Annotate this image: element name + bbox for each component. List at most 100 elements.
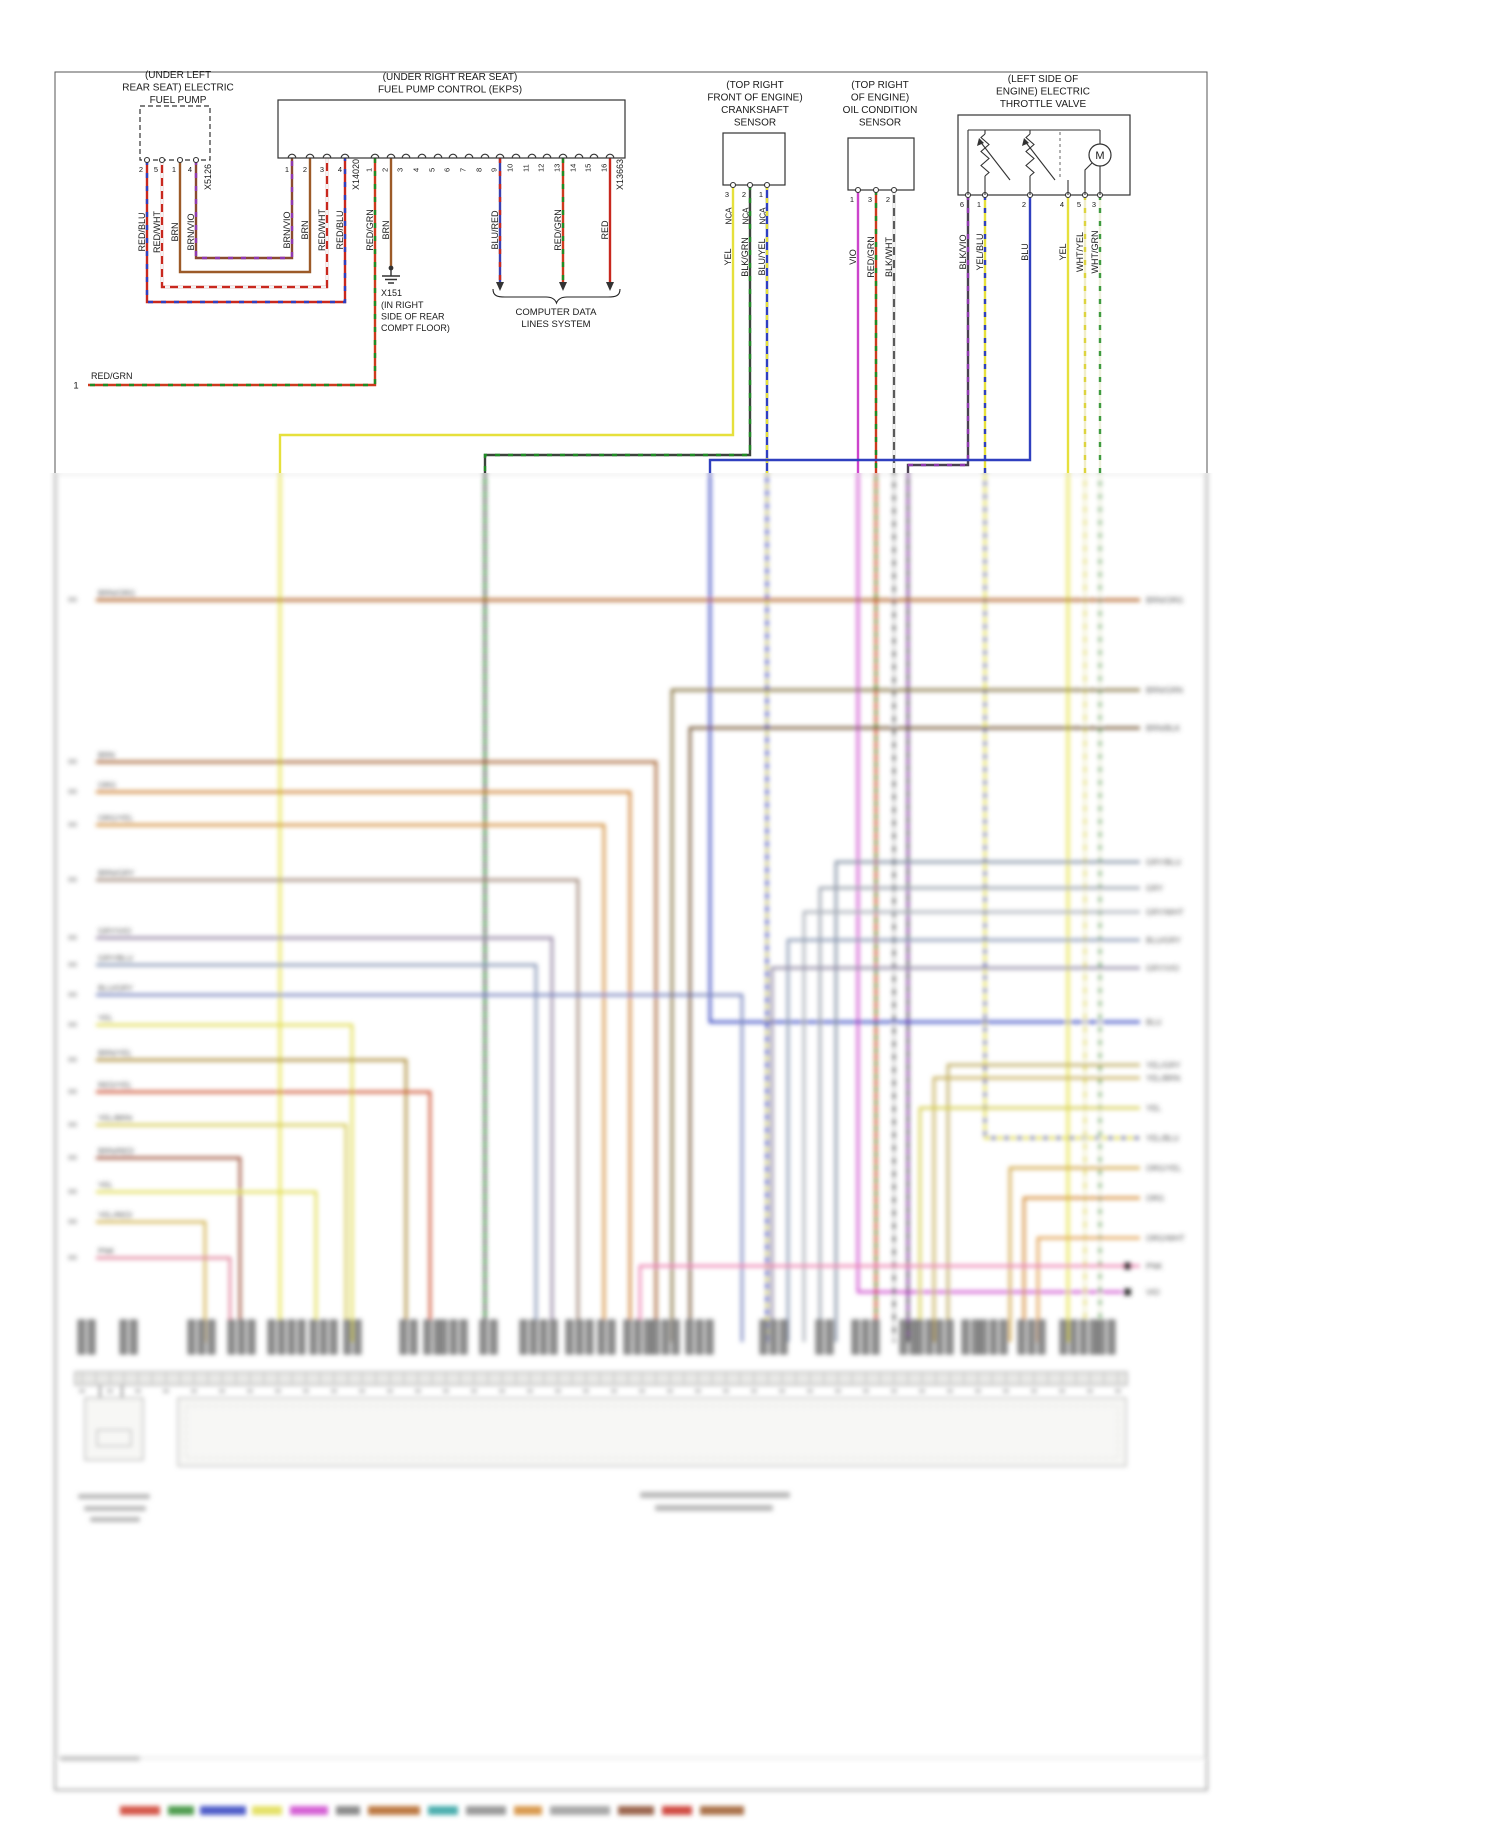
connector-pin-block xyxy=(565,1319,574,1355)
upper-sharp-section: BRN/ORG BRN/ORG BRN ORG ORG/YEL BRN/GRY GRY/VI… xyxy=(54,70,1208,1342)
wire-yel xyxy=(918,1106,1140,1342)
connector-pin-block xyxy=(979,1319,988,1355)
pin-number: 6 xyxy=(960,200,964,209)
wire-blk-vio xyxy=(906,195,970,473)
wire-brn-grn xyxy=(670,688,1140,1342)
fuel-pump-control-ekps-caption: FUEL PUMP CONTROL (EKPS) xyxy=(378,85,522,96)
wire-yel-blu-stripe xyxy=(983,473,1140,1140)
pin-bump-icon xyxy=(605,153,615,159)
connector-pin-block xyxy=(227,1319,236,1355)
connector-pin-block xyxy=(1059,1319,1068,1355)
pin-number: 1 xyxy=(977,200,981,209)
wire-color-label: YEL xyxy=(723,248,733,265)
wire-gry-blu xyxy=(836,862,1140,1342)
wire-red-wht-stripe xyxy=(160,158,329,289)
wire-gry-vio xyxy=(770,966,1140,1342)
wire-gry-wht xyxy=(802,910,1140,1342)
wire-gry-vio xyxy=(96,936,554,1342)
pin-number: 1 xyxy=(365,168,374,172)
wire-org-yel xyxy=(96,823,606,1342)
wire-color-label: RED/BLU xyxy=(335,210,345,249)
connector-pin-block xyxy=(237,1319,246,1355)
connector-pin-block xyxy=(539,1319,548,1355)
wire-color-label: PNK xyxy=(98,1247,115,1256)
connector-pin-block xyxy=(1037,1319,1046,1355)
rail-number-smudge xyxy=(947,1389,953,1393)
connector-pin-block xyxy=(1069,1319,1078,1355)
pin-number: 2 xyxy=(742,190,746,199)
connector-pin-block xyxy=(297,1319,306,1355)
pin-number: 16 xyxy=(600,164,609,172)
connector-pin-block xyxy=(119,1319,128,1355)
pin-number: 5 xyxy=(428,168,437,172)
connector-pin-block xyxy=(423,1319,432,1355)
pin-bump-icon xyxy=(417,153,427,159)
ground-note-line: (IN RIGHT xyxy=(381,300,424,310)
wire-color-label: GRY/WHT xyxy=(1146,908,1184,917)
wire-color-label: BLU xyxy=(1146,1018,1162,1027)
wire-color-label: VIO xyxy=(1146,1288,1160,1297)
rail-number-smudge xyxy=(555,1389,561,1393)
connector-label: X5126 xyxy=(203,164,213,190)
wire-blu-gry xyxy=(786,938,1140,1342)
wire-yel xyxy=(96,1023,354,1342)
wire-yel-blu xyxy=(983,195,987,473)
wire-yel-blu xyxy=(983,473,1140,1140)
rail-number-smudge xyxy=(471,1389,477,1393)
electric-fuel-pump-caption: REAR SEAT) ELECTRIC xyxy=(122,83,234,94)
wire-yel xyxy=(278,473,282,1342)
connector-pin-block xyxy=(409,1319,418,1355)
arrow-down-icon xyxy=(496,282,504,291)
pin-number-smudge xyxy=(68,1089,77,1094)
connector-pin-block xyxy=(77,1319,86,1355)
legend-color-smudge xyxy=(700,1806,744,1815)
wire-gry-blu xyxy=(96,963,538,1342)
crankshaft-sensor-caption: SENSOR xyxy=(734,118,776,129)
pin-number-smudge xyxy=(68,962,77,967)
pin-number: 2 xyxy=(139,165,143,174)
connector-pin-block xyxy=(961,1319,970,1355)
pin-number: 1 xyxy=(285,165,289,174)
electric-throttle-valve-caption: THROTTLE VALVE xyxy=(1000,99,1087,110)
arrow-down-icon xyxy=(559,282,567,291)
legend-color-smudge xyxy=(514,1806,542,1815)
legend-color-smudge xyxy=(168,1806,194,1815)
pin-number-smudge xyxy=(68,1057,77,1062)
rail-number-smudge xyxy=(779,1389,785,1393)
connector-pin-block xyxy=(353,1319,362,1355)
wire-color-label: BLU/YEL xyxy=(757,238,767,275)
rail-number-smudge xyxy=(835,1389,841,1393)
pin-number: 3 xyxy=(868,195,872,204)
wire-brn-vio-stripe xyxy=(194,158,294,260)
pin-number: 3 xyxy=(725,190,729,199)
wire-color-label: GRY/BLU xyxy=(98,954,133,963)
wire-brn-yel xyxy=(96,1060,406,1342)
pin-bump-icon xyxy=(890,186,898,194)
pin-bump-icon xyxy=(158,156,166,164)
rail-number-smudge xyxy=(751,1389,757,1393)
wire-yel xyxy=(920,1108,1140,1342)
pin-number-smudge xyxy=(68,597,77,602)
connector-pin-block xyxy=(999,1319,1008,1355)
connector-pin-block xyxy=(449,1319,458,1355)
motor-label: M xyxy=(1095,150,1104,162)
connector-pin-block xyxy=(597,1319,606,1355)
connector-pin-block xyxy=(519,1319,528,1355)
connector-pin-block xyxy=(343,1319,352,1355)
connector-pin-block xyxy=(549,1319,558,1355)
rail-number-smudge xyxy=(219,1389,225,1393)
wire-color-label: RED/WHT xyxy=(317,209,327,251)
pin-bump-icon xyxy=(370,153,380,159)
fuel-pump-control-ekps-box xyxy=(277,99,626,159)
wire-brn-red xyxy=(96,1156,242,1342)
rail-number-smudge xyxy=(415,1389,421,1393)
rail-number-smudge xyxy=(527,1389,533,1393)
wire-color-label: YEL/BLU xyxy=(1146,1134,1179,1143)
wire-brn xyxy=(96,762,656,1342)
data-lines-note: LINES SYSTEM xyxy=(521,319,590,330)
connector-pin-block xyxy=(925,1319,934,1355)
wire-gry-blu xyxy=(834,860,1140,1342)
wiper-arrowhead-icon xyxy=(1022,138,1029,146)
legend-color-smudge xyxy=(200,1806,246,1815)
